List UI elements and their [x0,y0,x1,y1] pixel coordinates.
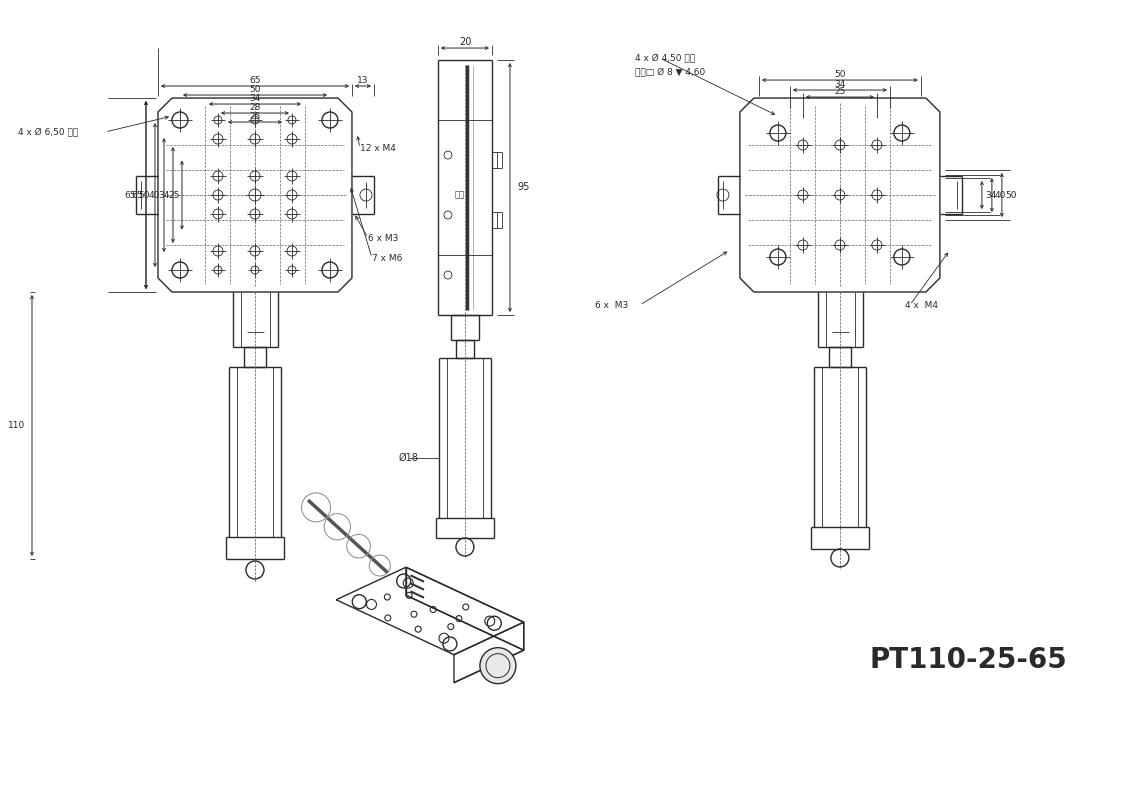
Text: 20: 20 [459,37,472,47]
Text: 50: 50 [834,69,846,79]
Text: 50: 50 [249,84,261,94]
Text: 34: 34 [834,80,846,88]
Text: 95: 95 [517,182,529,192]
Text: 6 x M3: 6 x M3 [368,234,399,242]
Text: 40: 40 [148,191,159,200]
Text: 65: 65 [249,76,261,84]
Circle shape [480,648,515,684]
Text: 25: 25 [249,111,261,121]
Text: 13: 13 [357,76,368,84]
Text: PT110-25-65: PT110-25-65 [870,646,1068,674]
Text: 富源: 富源 [455,191,465,200]
Text: 7 x M6: 7 x M6 [372,254,402,262]
Text: 4 x Ø 6,50 贯穿: 4 x Ø 6,50 贯穿 [18,127,79,137]
Text: 50: 50 [138,191,150,200]
Text: 6 x  M3: 6 x M3 [595,301,628,309]
Text: 25: 25 [168,191,180,200]
Text: 12 x M4: 12 x M4 [360,144,395,153]
Text: 34: 34 [985,191,996,200]
Text: 110: 110 [8,421,25,430]
Text: 背面□ Ø 8 ▼ 4,60: 背面□ Ø 8 ▼ 4,60 [634,68,705,76]
Text: 40: 40 [995,191,1006,200]
Text: 34: 34 [158,191,170,200]
Text: 65: 65 [131,191,143,200]
Text: 50: 50 [1005,191,1016,200]
Text: 25: 25 [834,87,846,95]
Text: Ø18: Ø18 [399,453,419,463]
Text: 4 x  M4: 4 x M4 [905,301,938,309]
Text: 28: 28 [249,103,261,111]
Text: 65: 65 [125,191,136,200]
Text: 34: 34 [249,94,261,103]
Text: 4 x Ø 4,50 贯穿: 4 x Ø 4,50 贯穿 [634,53,695,63]
